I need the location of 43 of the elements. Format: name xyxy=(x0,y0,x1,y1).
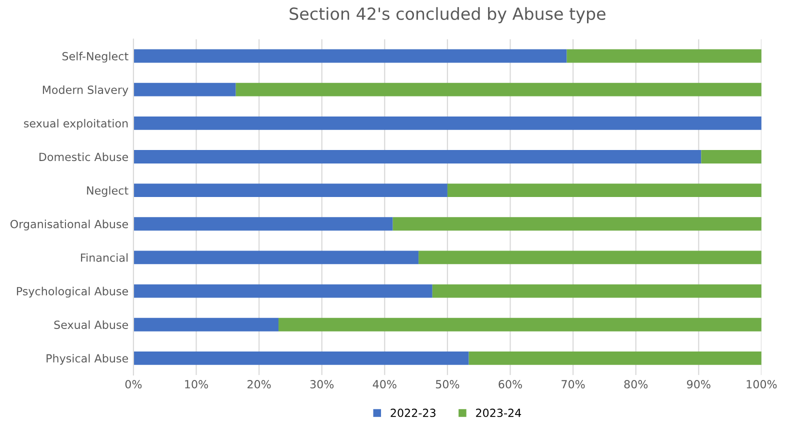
y-tick-label: Sexual Abuse xyxy=(54,320,128,329)
y-tick-label: Domestic Abuse xyxy=(39,152,128,162)
bar xyxy=(566,49,762,63)
bar xyxy=(392,217,762,231)
x-tick-label: 50% xyxy=(436,380,460,388)
bar xyxy=(133,318,279,332)
bar xyxy=(133,250,419,264)
y-tick-label: Self-Neglect xyxy=(62,52,128,63)
bar xyxy=(133,49,567,63)
bar xyxy=(701,150,762,164)
x-tick-label: 60% xyxy=(498,380,522,388)
x-tick-label: 20% xyxy=(248,380,271,388)
x-tick-label: 70% xyxy=(562,380,585,388)
x-tick-label: 80% xyxy=(624,380,648,388)
chart-title: Section 42's concluded by Abuse type xyxy=(290,7,606,24)
x-tick-label: 100% xyxy=(746,380,777,388)
bar xyxy=(133,184,448,198)
bar xyxy=(133,284,432,298)
bar xyxy=(133,351,469,365)
bar xyxy=(432,284,762,298)
bar xyxy=(236,82,762,96)
y-tick-label: sexual exploitation xyxy=(24,118,128,130)
y-tick-label: Organisational Abuse xyxy=(10,220,128,230)
bar xyxy=(468,351,762,365)
y-tick-label: Psychological Abuse xyxy=(16,286,128,298)
y-tick-label: Modern Slavery xyxy=(42,85,128,96)
legend-label: 2022-23 xyxy=(390,408,436,418)
x-tick-label: 10% xyxy=(185,380,208,388)
x-tick-label: 90% xyxy=(687,380,710,388)
legend-label: 2023-24 xyxy=(476,408,522,418)
bar xyxy=(133,116,762,130)
bar xyxy=(418,250,762,264)
bar xyxy=(447,184,762,198)
bar xyxy=(278,318,762,332)
x-tick-label: 30% xyxy=(310,380,334,388)
bar xyxy=(133,150,702,164)
y-tick-label: Financial xyxy=(81,253,128,262)
x-tick-label: 40% xyxy=(372,380,396,388)
x-tick-label: 0% xyxy=(125,380,142,388)
bar xyxy=(133,217,393,231)
y-tick-label: Neglect xyxy=(87,186,128,197)
y-tick-label: Physical Abuse xyxy=(46,354,128,365)
bar xyxy=(133,82,236,96)
